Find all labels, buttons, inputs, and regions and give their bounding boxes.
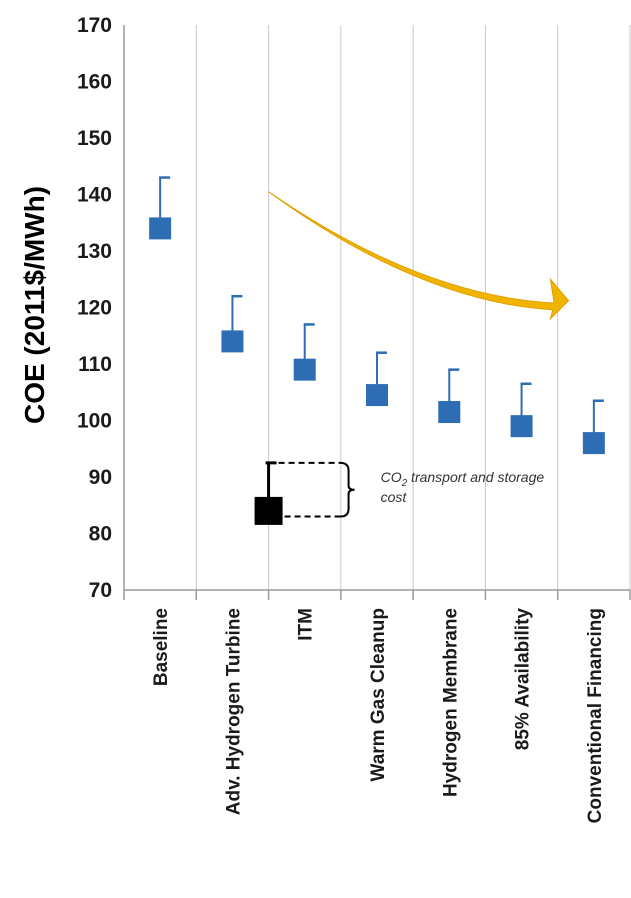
legend-text: CO2 transport and storage [381,469,545,489]
data-point [366,384,388,407]
category-label: ITM [296,608,317,641]
y-tick-label: 90 [89,466,112,489]
category-label: Adv. Hydrogen Turbine [223,608,244,815]
legend-text-line2: cost [381,489,408,505]
legend-brace [340,461,355,518]
category-label: Baseline [151,608,172,686]
trend-arrow-shape [268,191,570,321]
data-point [221,330,244,353]
y-tick-label: 120 [77,297,112,320]
data-series [149,176,605,455]
axes [123,25,631,600]
category-label: Hydrogen Membrane [440,608,461,797]
data-point [510,415,533,438]
y-tick-labels: 70 80 90 100 110 120 130 140 150 160 170 [77,14,112,602]
category-label: 85% Availability [513,608,534,751]
y-tick-label: 110 [78,353,112,376]
y-tick-label: 150 [77,127,112,150]
y-tick-label: 70 [89,579,112,602]
y-tick-label: 140 [77,184,112,207]
y-tick-label: 80 [89,523,112,546]
legend-text-sub: 2 [401,478,408,489]
category-label: Warm Gas Cleanup [368,608,389,782]
data-point [582,432,605,455]
data-point [293,358,316,381]
y-tick-label: 170 [77,14,112,37]
data-point [438,401,461,424]
legend-text-rest: transport and storage [407,469,544,485]
y-tick-label: 100 [77,410,112,433]
trend-arrow [268,191,570,321]
y-tick-label: 160 [77,71,112,94]
legend-marker [254,496,283,525]
data-point [149,217,172,240]
y-axis-title: COE (2011$/MWh) [19,186,50,424]
category-labels: Baseline Adv. Hydrogen Turbine ITM Warm Gas… [151,608,606,824]
category-label: Conventional Financing [585,608,606,823]
y-tick-label: 130 [77,240,112,263]
legend-text-co: CO [381,469,402,485]
